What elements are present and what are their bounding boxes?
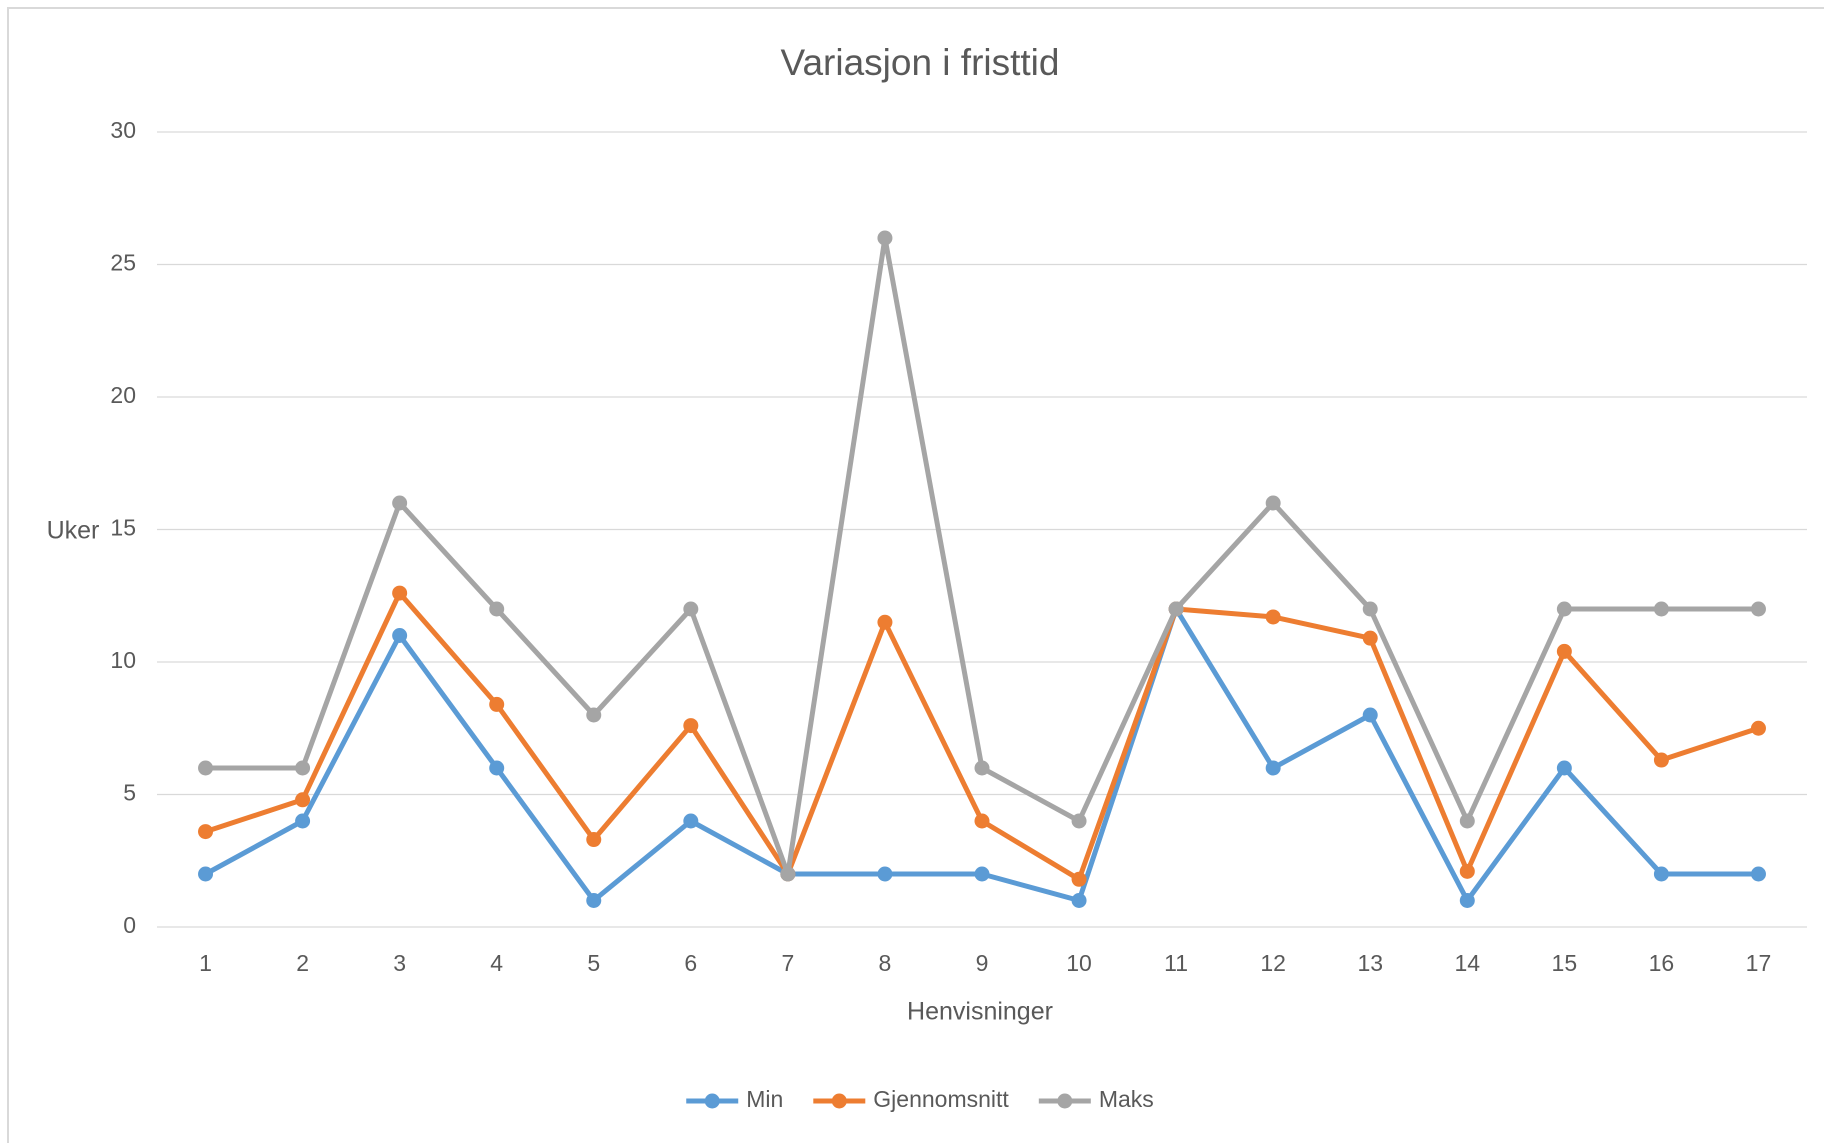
data-point — [1556, 601, 1572, 617]
data-point — [1265, 495, 1281, 511]
data-point — [295, 792, 311, 808]
x-tick-label: 16 — [1649, 950, 1675, 976]
data-point — [1459, 813, 1475, 829]
x-tick-label: 12 — [1260, 950, 1286, 976]
x-tick-label: 10 — [1066, 950, 1092, 976]
legend-label: Gjennomsnitt — [873, 1086, 1009, 1112]
x-tick-label: 6 — [684, 950, 697, 976]
data-point — [780, 866, 796, 882]
data-point — [392, 495, 408, 511]
data-point — [1653, 866, 1669, 882]
data-point — [586, 707, 602, 723]
data-point — [392, 628, 408, 643]
data-point — [1750, 866, 1766, 882]
series-line — [204, 590, 1760, 882]
y-tick-label: 0 — [123, 912, 136, 938]
data-point — [489, 760, 505, 776]
y-tick-label: 5 — [123, 780, 136, 806]
y-tick-label: 15 — [110, 515, 136, 541]
data-point — [1265, 760, 1281, 776]
data-point — [198, 824, 214, 840]
x-tick-label: 1 — [199, 950, 212, 976]
x-tick-label: 4 — [490, 950, 503, 976]
data-point — [974, 760, 990, 776]
data-point — [1556, 760, 1572, 776]
chart-frame — [7, 7, 1824, 1143]
x-tick-label: 11 — [1164, 950, 1188, 976]
data-point — [1653, 752, 1669, 768]
legend-marker — [831, 1093, 847, 1109]
legend-label: Min — [746, 1086, 783, 1112]
series-line — [205, 235, 1759, 877]
data-point — [586, 893, 602, 908]
data-point — [489, 601, 505, 617]
x-tick-label: 9 — [976, 950, 989, 976]
data-point — [1362, 630, 1378, 646]
data-point — [1265, 609, 1281, 625]
data-point — [489, 696, 505, 712]
x-tick-label: 3 — [393, 950, 406, 976]
x-tick-label: 14 — [1454, 950, 1480, 976]
data-point — [1168, 601, 1184, 617]
x-tick-label: 17 — [1746, 950, 1772, 976]
y-axis-label: Uker — [47, 517, 100, 545]
data-point — [392, 585, 408, 601]
x-tick-label: 2 — [296, 950, 309, 976]
data-point — [1653, 601, 1669, 617]
data-point — [586, 832, 602, 848]
data-point — [877, 230, 893, 246]
data-point — [1071, 893, 1087, 908]
data-point — [295, 813, 311, 829]
x-tick-label: 15 — [1552, 950, 1578, 976]
data-point — [1750, 601, 1766, 617]
y-tick-label: 20 — [110, 382, 136, 408]
legend-marker — [704, 1093, 720, 1109]
data-point — [877, 614, 893, 630]
x-tick-label: 5 — [587, 950, 600, 976]
data-point — [683, 813, 699, 829]
data-point — [1556, 643, 1572, 659]
data-point — [683, 718, 699, 734]
data-point — [1071, 813, 1087, 829]
data-point — [1459, 893, 1475, 908]
y-tick-label: 10 — [110, 647, 136, 673]
data-point — [1750, 720, 1766, 736]
x-tick-label: 8 — [879, 950, 892, 976]
data-point — [295, 760, 311, 776]
data-point — [198, 760, 214, 776]
data-point — [1362, 707, 1378, 723]
data-point — [877, 866, 893, 882]
data-point — [1362, 601, 1378, 617]
data-point — [974, 813, 990, 829]
chart-title: Variasjon i fristtid — [781, 42, 1060, 83]
legend-marker — [1057, 1093, 1073, 1109]
data-point — [1459, 863, 1475, 879]
x-tick-label: 13 — [1357, 950, 1383, 976]
y-tick-label: 25 — [110, 250, 136, 276]
legend-label: Maks — [1099, 1086, 1154, 1112]
y-tick-label: 30 — [110, 117, 136, 143]
data-point — [198, 866, 214, 882]
x-axis-label: Henvisninger — [907, 998, 1053, 1026]
x-tick-label: 7 — [781, 950, 794, 976]
data-point — [974, 866, 990, 882]
data-point — [1071, 871, 1087, 887]
data-point — [683, 601, 699, 617]
